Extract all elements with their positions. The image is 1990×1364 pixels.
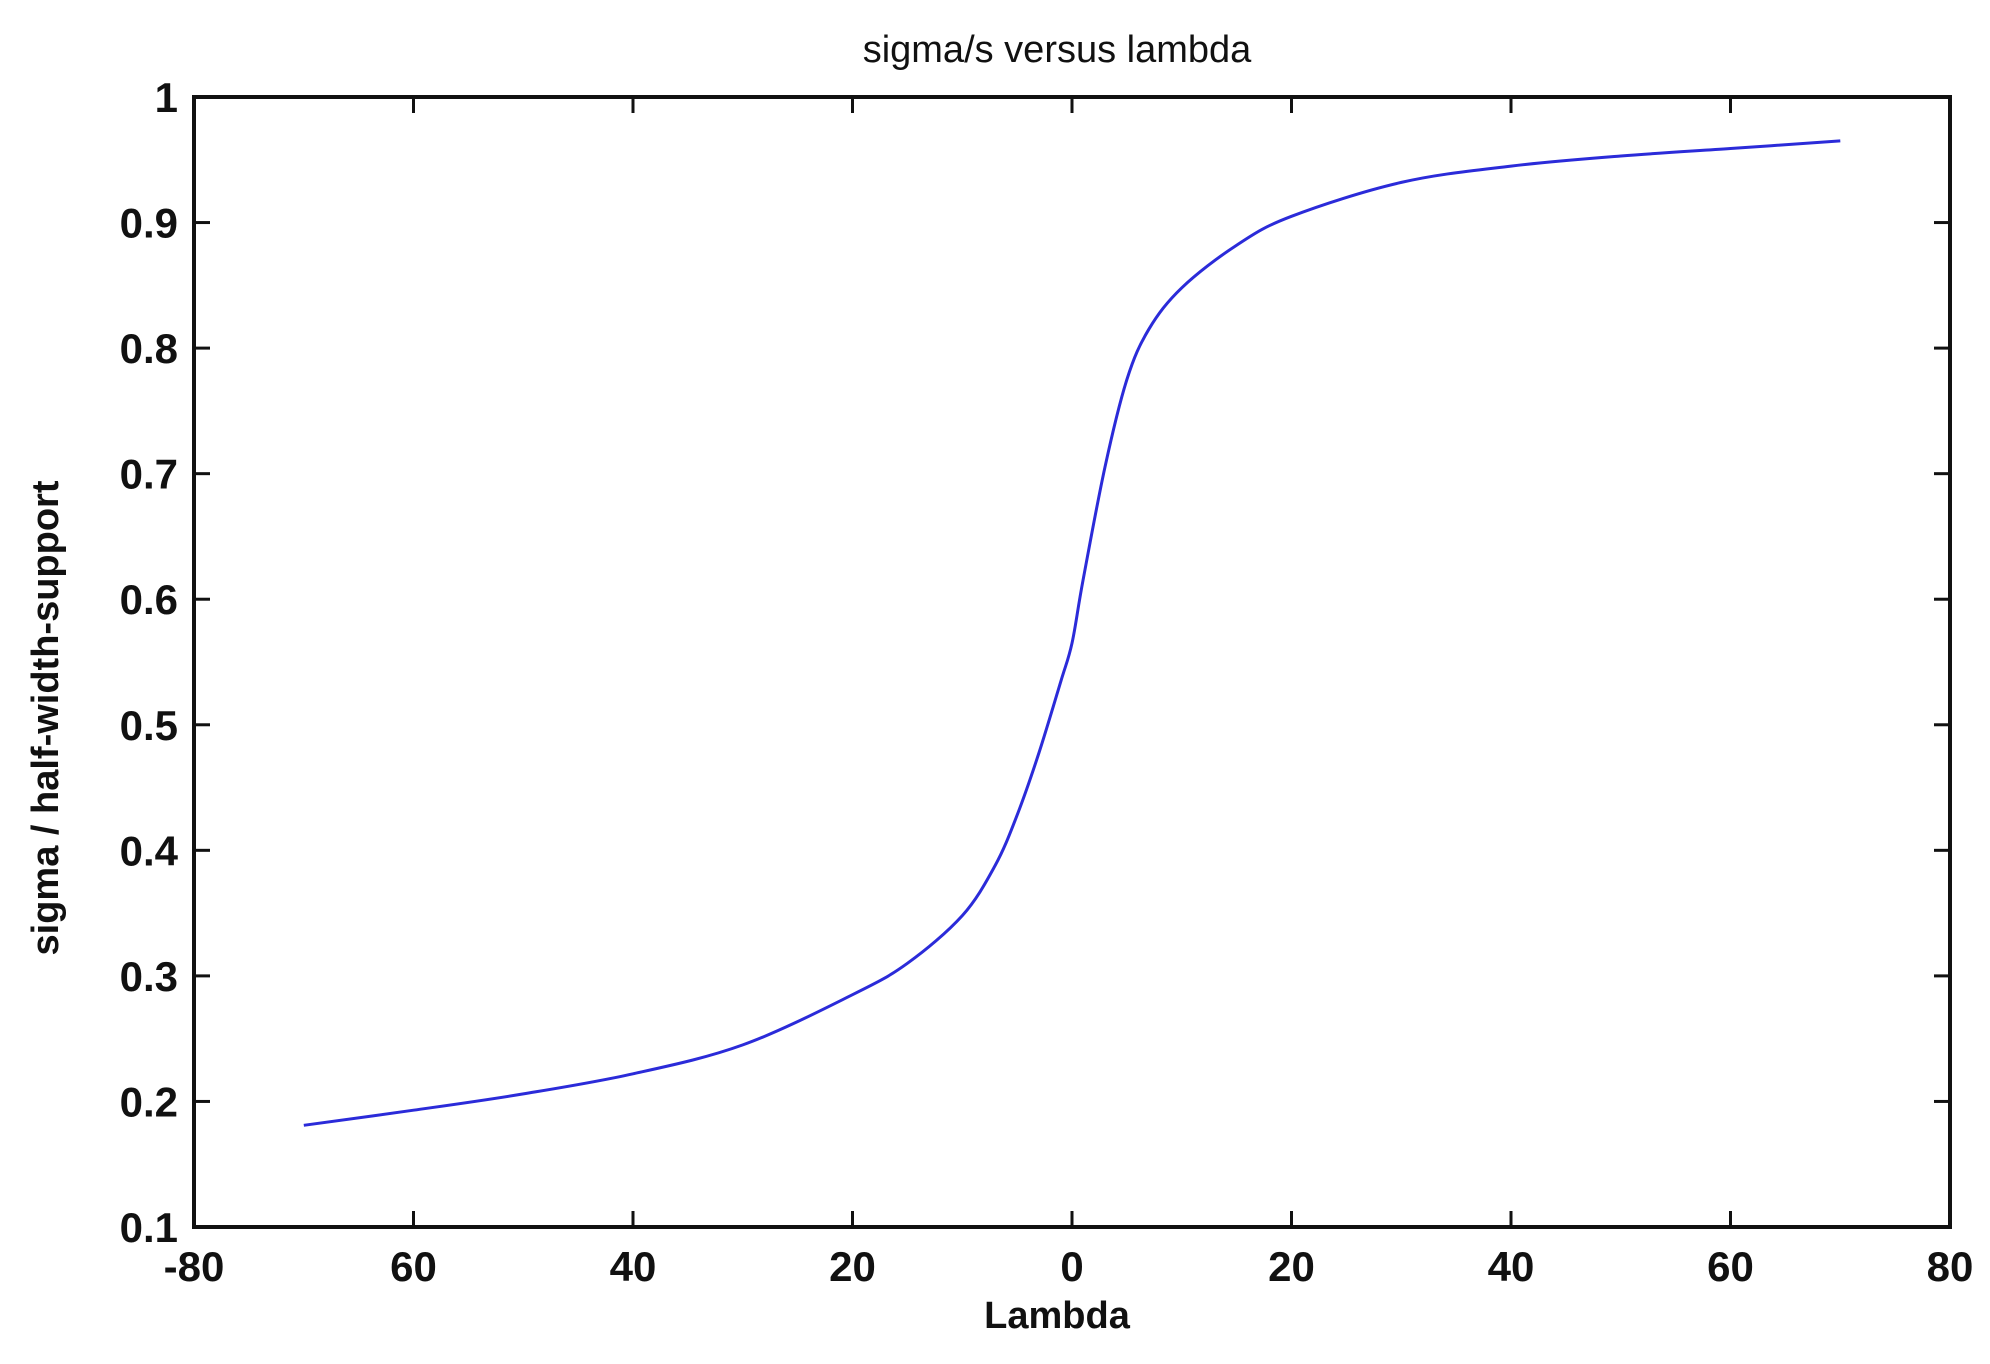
plot-area-frame	[192, 95, 1952, 1229]
x-tick-label: 40	[610, 1243, 657, 1290]
y-tick-label: 1	[155, 74, 178, 121]
x-tick-label: 20	[1268, 1243, 1315, 1290]
y-axis-label: sigma / half-width-support	[25, 480, 67, 955]
y-tick-label: 0.3	[120, 953, 178, 1000]
axis-ticks	[192, 95, 1952, 1229]
x-tick-label: 80	[1927, 1243, 1974, 1290]
chart-title: sigma/s versus lambda	[863, 29, 1252, 71]
axis-tick-labels: -80 60 40 20 0 20 40 60 80 0.1 0.2 0.3 0.4 0.5 0.6 0.7 0…	[120, 74, 1974, 1290]
series-line	[303, 139, 1841, 1127]
y-tick-label: 0.2	[120, 1078, 178, 1125]
x-tick-label: 60	[390, 1243, 437, 1290]
y-tick-label: 0.7	[120, 451, 178, 498]
y-tick-label: 0.6	[120, 576, 178, 623]
y-tick-label: 0.9	[120, 200, 178, 247]
y-tick-label: 0.4	[120, 827, 179, 874]
x-tick-label: 20	[829, 1243, 876, 1290]
x-tick-label: -80	[164, 1243, 225, 1290]
y-tick-label: 0.5	[120, 702, 178, 749]
x-tick-label: 60	[1707, 1243, 1754, 1290]
x-axis-label: Lambda	[984, 1295, 1131, 1337]
y-tick-label: 0.1	[120, 1204, 178, 1251]
x-tick-label: 0	[1060, 1243, 1083, 1290]
y-tick-label: 0.8	[120, 325, 178, 372]
x-tick-label: 40	[1488, 1243, 1535, 1290]
